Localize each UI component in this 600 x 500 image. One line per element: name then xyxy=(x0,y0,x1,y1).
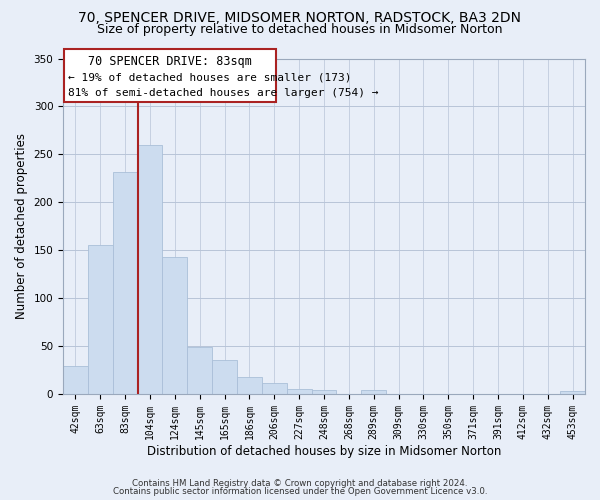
Bar xyxy=(560,391,585,394)
Bar xyxy=(113,172,137,394)
Bar xyxy=(262,384,287,394)
X-axis label: Distribution of detached houses by size in Midsomer Norton: Distribution of detached houses by size … xyxy=(147,444,501,458)
FancyBboxPatch shape xyxy=(64,49,275,102)
Y-axis label: Number of detached properties: Number of detached properties xyxy=(15,133,28,319)
Bar xyxy=(88,246,113,394)
Text: Contains public sector information licensed under the Open Government Licence v3: Contains public sector information licen… xyxy=(113,487,487,496)
Bar xyxy=(212,360,237,394)
Text: Contains HM Land Registry data © Crown copyright and database right 2024.: Contains HM Land Registry data © Crown c… xyxy=(132,478,468,488)
Bar xyxy=(287,389,311,394)
Bar xyxy=(361,390,386,394)
Bar xyxy=(311,390,337,394)
Bar xyxy=(137,145,163,394)
Text: ← 19% of detached houses are smaller (173): ← 19% of detached houses are smaller (17… xyxy=(68,72,352,83)
Text: 70, SPENCER DRIVE, MIDSOMER NORTON, RADSTOCK, BA3 2DN: 70, SPENCER DRIVE, MIDSOMER NORTON, RADS… xyxy=(79,11,521,25)
Text: 81% of semi-detached houses are larger (754) →: 81% of semi-detached houses are larger (… xyxy=(68,88,379,98)
Bar xyxy=(187,347,212,394)
Text: 70 SPENCER DRIVE: 83sqm: 70 SPENCER DRIVE: 83sqm xyxy=(88,55,252,68)
Text: Size of property relative to detached houses in Midsomer Norton: Size of property relative to detached ho… xyxy=(97,22,503,36)
Bar xyxy=(237,376,262,394)
Bar xyxy=(163,257,187,394)
Bar xyxy=(63,366,88,394)
